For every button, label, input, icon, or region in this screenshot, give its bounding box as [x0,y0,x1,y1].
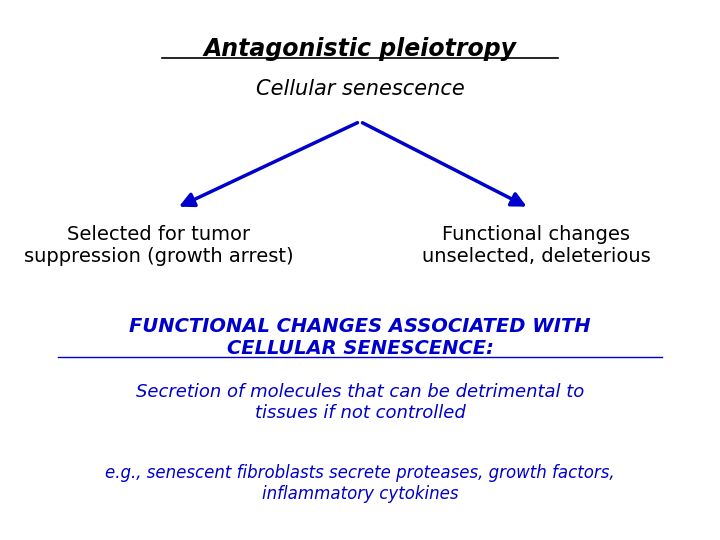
Text: e.g., senescent fibroblasts secrete proteases, growth factors,
inflammatory cyto: e.g., senescent fibroblasts secrete prot… [105,464,615,503]
Text: Selected for tumor
suppression (growth arrest): Selected for tumor suppression (growth a… [24,225,293,266]
Text: Cellular senescence: Cellular senescence [256,79,464,99]
Text: Functional changes
unselected, deleterious: Functional changes unselected, deleterio… [422,225,651,266]
Text: Secretion of molecules that can be detrimental to
tissues if not controlled: Secretion of molecules that can be detri… [136,383,584,422]
Text: CELLULAR SENESCENCE:: CELLULAR SENESCENCE: [227,339,493,358]
Text: FUNCTIONAL CHANGES ASSOCIATED WITH: FUNCTIONAL CHANGES ASSOCIATED WITH [129,317,591,336]
Text: Antagonistic pleiotropy: Antagonistic pleiotropy [204,37,516,60]
